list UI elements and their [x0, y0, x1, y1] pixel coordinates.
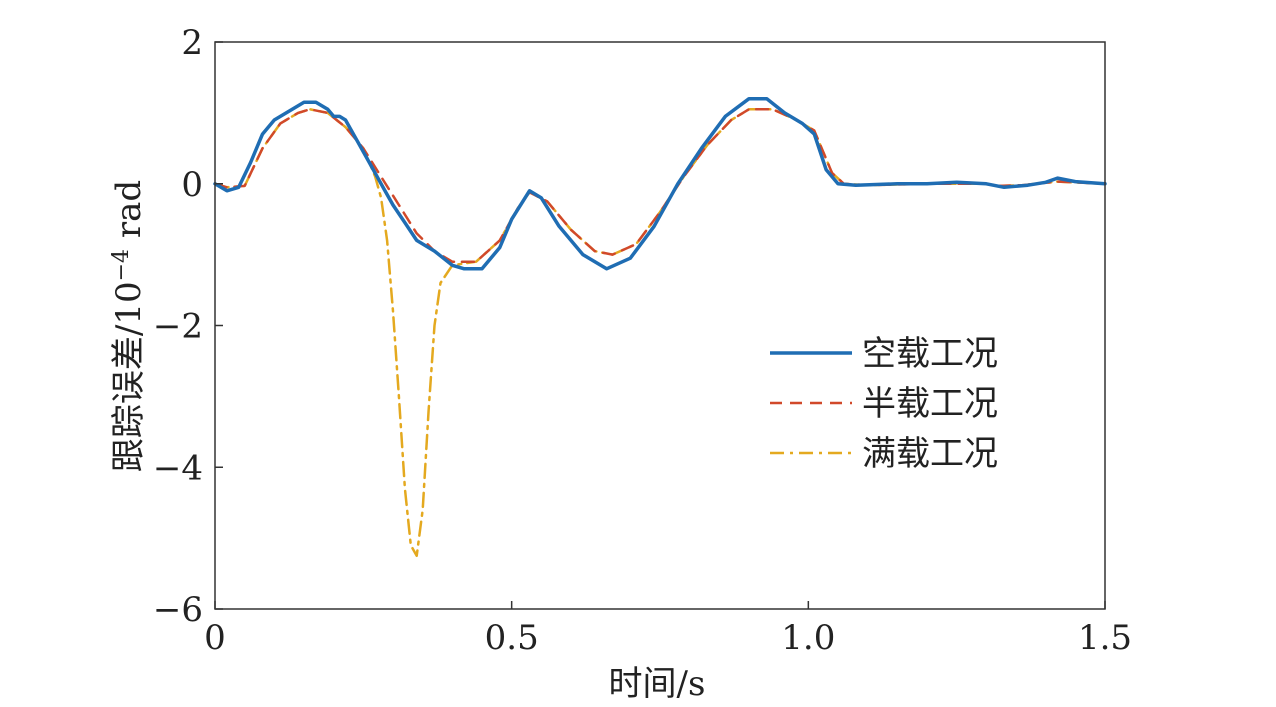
y-tick-label: −4 — [153, 448, 203, 488]
x-tick-label: 1.5 — [1078, 618, 1132, 658]
y-axis: −6 −4 −2 0 2 — [153, 23, 223, 630]
y-axis-title-unit: rad — [109, 180, 149, 249]
x-axis-title: 时间/s — [609, 664, 706, 704]
y-axis-title-exponent: −4 — [109, 249, 134, 281]
y-axis-title: 跟踪误差/10−4 rad — [109, 180, 150, 472]
y-tick-label: −6 — [153, 590, 203, 630]
legend-label-3: 满载工况 — [862, 434, 998, 474]
legend-label-2: 半载工况 — [862, 384, 998, 424]
y-tick-label: 2 — [181, 23, 203, 63]
x-tick-label: 0.5 — [485, 618, 539, 658]
series-line-1 — [213, 96, 1107, 271]
x-tick-label: 0 — [204, 618, 226, 658]
legend-label-1: 空载工况 — [862, 334, 998, 374]
y-tick-label: 0 — [181, 165, 203, 205]
plot-series — [213, 96, 1107, 558]
series-line-3 — [213, 108, 1107, 558]
y-tick-label: −2 — [153, 307, 203, 347]
x-tick-label: 1.0 — [781, 618, 835, 658]
x-axis: 0 0.5 1.0 1.5 — [204, 601, 1132, 658]
series-line-2 — [213, 108, 1107, 263]
y-axis-title-main: 跟踪误差/10 — [109, 281, 149, 472]
